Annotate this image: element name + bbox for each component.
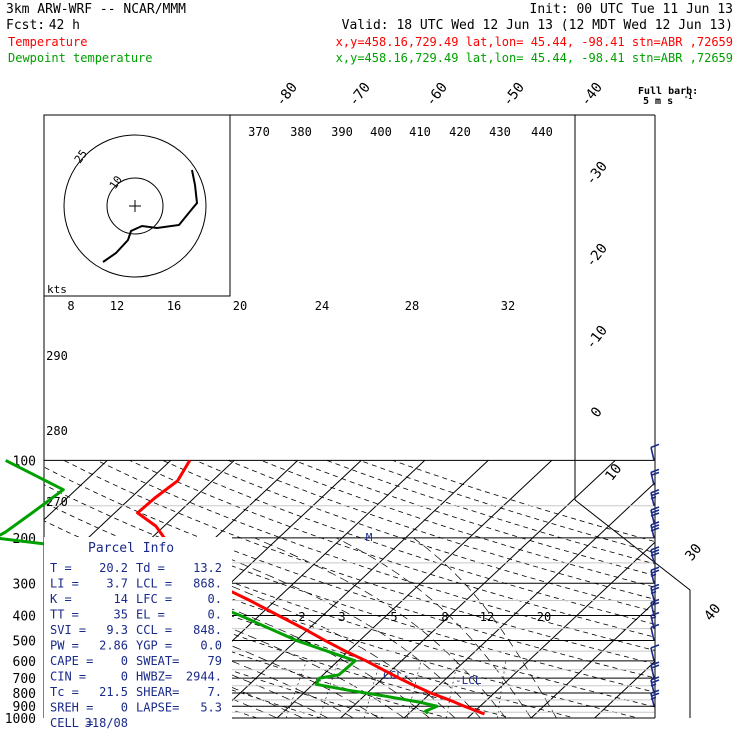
- parcel-info-label: CIN =: [50, 670, 86, 684]
- theta-label: 410: [409, 125, 431, 139]
- legend-dewpoint-name: Dewpoint temperature: [8, 51, 153, 65]
- hodograph-speed-label: 16: [167, 299, 181, 313]
- parcel-info-label: K =: [50, 592, 72, 606]
- parcel-info-label: HWBZ=: [136, 670, 172, 684]
- parcel-info-label: PW =: [50, 639, 79, 653]
- parcel-info-value: 318/08: [85, 716, 128, 730]
- legend-temperature-info: x,y=458.16,729.49 lat,lon= 45.44, -98.41…: [336, 35, 733, 49]
- parcel-info-value: 20.2: [99, 561, 128, 575]
- parcel-info-title: Parcel Info: [88, 541, 174, 556]
- forecast-label: Fcst:: [6, 18, 45, 33]
- theta-label: 440: [531, 125, 553, 139]
- theta-label: 420: [449, 125, 471, 139]
- hodograph-speed-label: 8: [67, 299, 74, 313]
- parcel-info-label: SVI =: [50, 623, 86, 637]
- pressure-tick-label: 500: [13, 634, 36, 649]
- pressure-tick-label: 300: [13, 577, 36, 592]
- parcel-info-value: 14: [114, 592, 128, 606]
- theta-label: 430: [489, 125, 511, 139]
- pressure-tick-label: 400: [13, 609, 36, 624]
- theta-label: 380: [290, 125, 312, 139]
- parcel-info-value: 7.: [208, 685, 222, 699]
- parcel-info-label: Tc =: [50, 685, 79, 699]
- parcel-info-value: 0: [121, 701, 128, 715]
- parcel-info-label: CCL =: [136, 623, 172, 637]
- mixing-ratio-label: 3: [338, 610, 345, 624]
- parcel-info-value: 0.0: [200, 639, 222, 653]
- parcel-info-label: LAPSE=: [136, 701, 179, 715]
- hodograph-speed-label: 12: [110, 299, 124, 313]
- parcel-info-value: 0.: [208, 592, 222, 606]
- legend-temperature-name: Temperature: [8, 35, 87, 49]
- parcel-info-value: 35: [114, 608, 128, 622]
- pressure-tick-label: 600: [13, 655, 36, 670]
- parcel-info-value: 2.86: [99, 639, 128, 653]
- mixing-ratio-label: 12: [480, 610, 494, 624]
- parcel-info-value: 13.2: [193, 561, 222, 575]
- parcel-info-label: T =: [50, 561, 72, 575]
- valid-time: Valid: 18 UTC Wed 12 Jun 13 (12 MDT Wed …: [342, 18, 733, 33]
- parcel-info-label: SHEAR=: [136, 685, 179, 699]
- parcel-info-value: 9.3: [106, 623, 128, 637]
- wind-key-exponent: -1: [684, 93, 692, 101]
- parcel-info-value: 5.3: [200, 701, 222, 715]
- mixing-ratio-label: 2: [298, 610, 305, 624]
- parcel-info-label: TT =: [50, 608, 79, 622]
- parcel-info-value: 0: [121, 670, 128, 684]
- hodograph-speed-label: 28: [405, 299, 419, 313]
- parcel-info-label: LCL =: [136, 577, 172, 591]
- parcel-info-label: Td =: [136, 561, 165, 575]
- parcel-info-label: SREH =: [50, 701, 93, 715]
- theta-label: 290: [46, 349, 68, 363]
- forecast-hour: 42 h: [49, 18, 80, 33]
- parcel-info-value: 868.: [193, 577, 222, 591]
- parcel-info-box: Parcel Info T = 20.2 Td = 13.2 LI = 3.7 LCL = 8…: [44, 537, 232, 730]
- annotation-lcl: -LCL: [455, 674, 482, 687]
- parcel-info-label: LFC =: [136, 592, 172, 606]
- hodograph-speed-label: 20: [233, 299, 247, 313]
- hodograph-units: kts: [47, 283, 67, 296]
- hodograph-speed-label: 32: [501, 299, 515, 313]
- theta-label: 370: [248, 125, 270, 139]
- mixing-ratio-label: 5: [390, 610, 397, 624]
- theta-label: 270: [46, 495, 68, 509]
- parcel-info-value: 0.: [208, 608, 222, 622]
- parcel-info-value: 3.7: [106, 577, 128, 591]
- legend-dewpoint-info: x,y=458.16,729.49 lat,lon= 45.44, -98.41…: [336, 51, 733, 65]
- parcel-info-value: 2944.: [186, 670, 222, 684]
- parcel-info-value: 848.: [193, 623, 222, 637]
- parcel-info-label: LI =: [50, 577, 79, 591]
- init-time: Init: 00 UTC Tue 11 Jun 13: [530, 2, 734, 17]
- mixing-ratio-label: 8: [441, 610, 448, 624]
- parcel-info-label: CAPE =: [50, 654, 93, 668]
- parcel-info-label: YGP =: [136, 639, 172, 653]
- model-title: 3km ARW-WRF -- NCAR/MMM: [6, 2, 186, 17]
- annotation-m: M: [366, 531, 373, 544]
- theta-label: 280: [46, 424, 68, 438]
- pressure-tick-label: 700: [13, 672, 36, 687]
- theta-label: 390: [331, 125, 353, 139]
- theta-label: 400: [370, 125, 392, 139]
- parcel-info-value: 0: [121, 654, 128, 668]
- pressure-tick-label: 1000: [5, 712, 36, 727]
- mixing-ratio-label: 20: [537, 610, 551, 624]
- parcel-info-value: 79: [208, 654, 222, 668]
- parcel-info-value: 21.5: [99, 685, 128, 699]
- wind-key-value: 5 m s: [643, 96, 673, 107]
- parcel-info-label: SWEAT=: [136, 654, 179, 668]
- hodograph: 10 25 kts: [44, 115, 230, 296]
- hodograph-speed-label: 24: [315, 299, 329, 313]
- parcel-info-label: EL =: [136, 608, 165, 622]
